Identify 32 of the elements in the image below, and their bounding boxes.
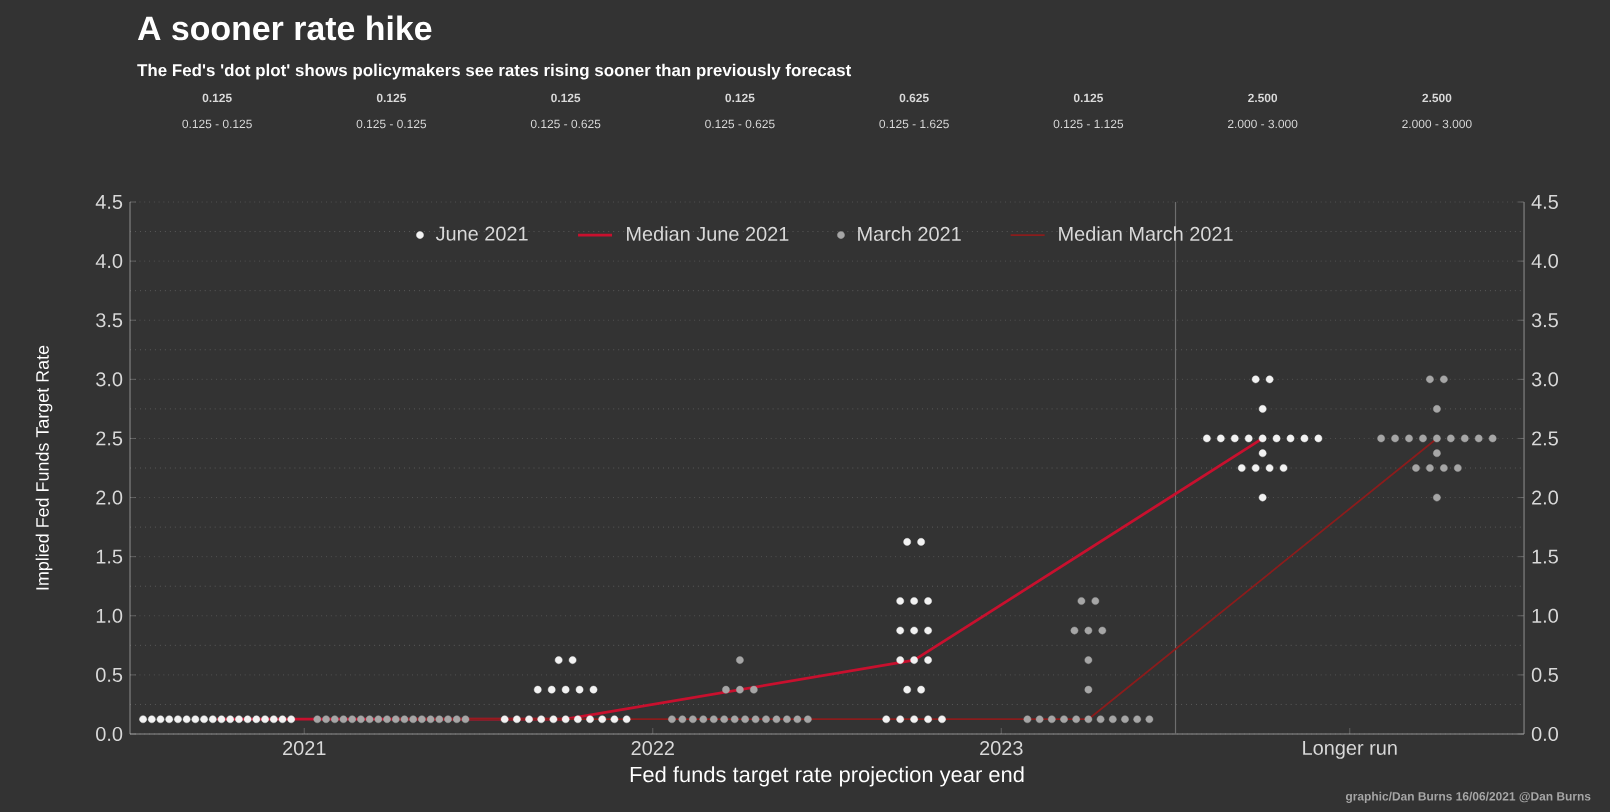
x-tick-label: 2023 [980,741,1023,756]
y2-tick-label: 2.0 [1532,490,1559,505]
y2-tick-label: 2.5 [1532,431,1558,446]
y-tick-label: 4.0 [95,254,123,269]
y-tick-label: 4.5 [95,195,123,209]
y-tick-label: 1.5 [96,549,123,564]
y-tick-label: 3.5 [96,313,123,328]
y2-tick-label: 4.5 [1531,195,1558,209]
y2-tick-label: 1.5 [1532,549,1558,564]
y-tick-label: 2.0 [96,490,123,505]
legend-label: March 2021 [858,226,961,241]
legend-label: June 2021 [435,226,528,241]
y-tick-label: 3.0 [96,372,123,387]
chart-title: A sooner rate hike [137,15,432,41]
y2-tick-label: 3.0 [1531,372,1559,387]
legend-label: Median March 2021 [1059,226,1233,241]
y2-tick-label: 4.0 [1531,254,1559,269]
y2-tick-label: 0.5 [1531,667,1558,682]
y-axis-title: Implied Fed Funds Target Rate [35,345,53,590]
y-tick-label: 0.5 [96,667,123,682]
x-axis-title: Fed funds target rate projection year end [630,766,1024,787]
y-tick-label: 1.0 [96,608,123,623]
x-tick-label: 2021 [283,741,326,756]
y2-tick-label: 3.5 [1531,313,1558,328]
chart-subtitle: The Fed's 'dot plot' shows policymakers see rates rising sooner than previously forecast [137,63,852,80]
y-tick-label: 0.0 [96,726,123,742]
x-tick-label: Longer run [1303,741,1397,759]
y-tick-label: 2.5 [96,431,123,446]
y2-tick-label: 1.0 [1532,608,1559,623]
y2-tick-label: 0.0 [1531,726,1559,742]
x-tick-label: 2022 [631,741,674,756]
legend-label: Median June 2021 [627,226,789,241]
